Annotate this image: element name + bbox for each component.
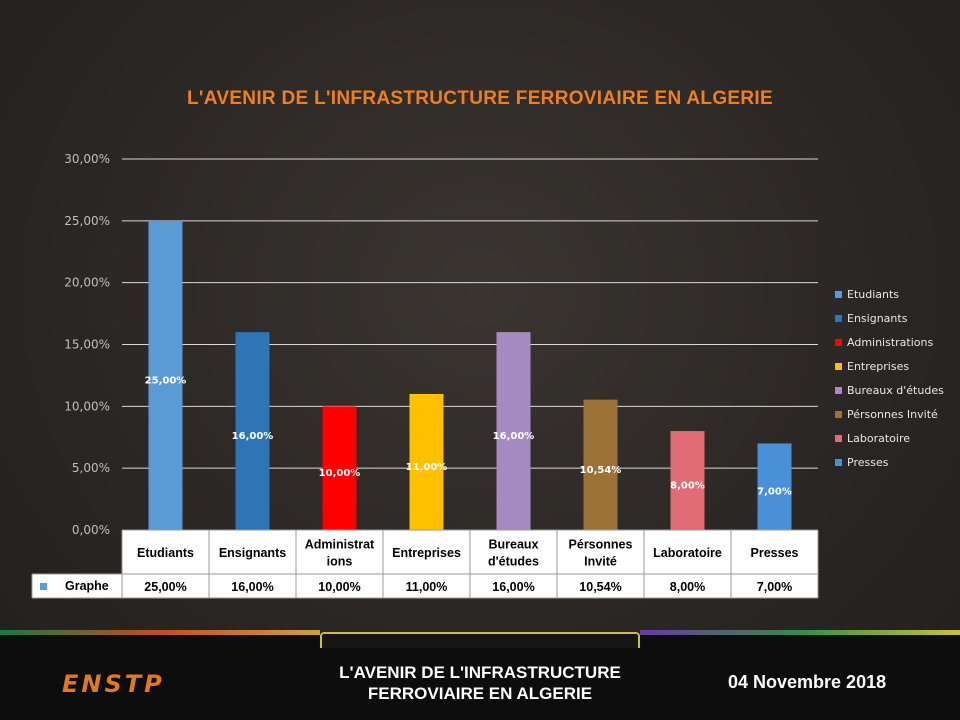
footer-stripe-center bbox=[320, 632, 640, 648]
legend-item: Bureaux d'études bbox=[835, 378, 955, 402]
legend-item: Etudiants bbox=[835, 282, 955, 306]
legend-label: Pérsonnes Invité bbox=[847, 407, 938, 421]
bar-data-label: 25,00% bbox=[145, 375, 187, 386]
footer-title-line1: L'AVENIR DE L'INFRASTRUCTURE bbox=[339, 663, 621, 682]
legend-swatch bbox=[835, 386, 842, 394]
bar-data-label: 16,00% bbox=[232, 431, 274, 442]
legend-label: Administrations bbox=[847, 335, 934, 349]
legend-swatch bbox=[835, 410, 842, 418]
footer-stripe-right bbox=[640, 630, 960, 635]
bar-data-label: 7,00% bbox=[757, 487, 792, 498]
bar-chart: 0,00% 5,00% 10,00% 15,00% 20,00% 25,00% 30,00%… bbox=[31, 152, 819, 599]
bar-data-label: 16,00% bbox=[493, 431, 535, 442]
table-value-cell: 7,00% bbox=[757, 580, 792, 594]
bar-data-label: 8,00% bbox=[670, 481, 705, 492]
legend-swatch bbox=[835, 314, 842, 322]
y-tick-label: 5,00% bbox=[72, 461, 110, 475]
series-name: Graphe bbox=[65, 579, 109, 593]
legend-item: Ensignants bbox=[835, 306, 955, 330]
y-tick-label: 30,00% bbox=[64, 152, 110, 166]
bar-data-label: 11,00% bbox=[406, 462, 448, 473]
legend-item: Pérsonnes Invité bbox=[835, 402, 955, 426]
y-tick-label: 10,00% bbox=[64, 399, 110, 413]
legend-swatch bbox=[835, 458, 842, 466]
table-row-bg bbox=[32, 574, 818, 598]
chart-title: L'AVENIR DE L'INFRASTRUCTURE FERROVIAIRE… bbox=[187, 88, 773, 109]
table-category-label: Bureaux d'études bbox=[488, 538, 539, 569]
bar bbox=[757, 443, 792, 530]
legend-swatch bbox=[835, 362, 842, 370]
bar bbox=[670, 431, 705, 530]
legend-label: Etudiants bbox=[847, 287, 900, 301]
y-tick-label: 0,00% bbox=[72, 523, 110, 537]
legend-label: Ensignants bbox=[847, 311, 908, 325]
table-category-label: Ensignants bbox=[219, 546, 286, 560]
legend-item: Presses bbox=[835, 450, 955, 474]
bar bbox=[583, 399, 618, 530]
table-value-cell: 16,00% bbox=[492, 580, 534, 594]
legend-label: Laboratoire bbox=[847, 431, 910, 445]
bar-data-label: 10,54% bbox=[580, 465, 622, 476]
table-value-cell: 16,00% bbox=[231, 580, 273, 594]
legend-label: Entreprises bbox=[847, 359, 910, 373]
y-tick-label: 20,00% bbox=[64, 276, 110, 290]
bar bbox=[409, 393, 444, 530]
bar bbox=[148, 220, 183, 531]
table-category-label: Etudiants bbox=[137, 546, 194, 560]
footer-stripe-left bbox=[0, 630, 320, 635]
legend-item: Entreprises bbox=[835, 354, 955, 378]
legend-swatch bbox=[835, 434, 842, 442]
footer-title: L'AVENIR DE L'INFRASTRUCTURE FERROVIAIRE… bbox=[290, 662, 670, 704]
legend-label: Presses bbox=[847, 455, 889, 469]
footer-title-line2: FERROVIAIRE EN ALGERIE bbox=[367, 684, 593, 703]
y-tick-label: 25,00% bbox=[64, 214, 110, 228]
table-category-label: Pérsonnes Invité bbox=[569, 538, 633, 569]
legend-swatch bbox=[835, 290, 842, 298]
table-category-label: Laboratoire bbox=[653, 546, 722, 560]
chart-legend: Etudiants Ensignants Administrations Entrep… bbox=[835, 282, 955, 474]
legend-label: Bureaux d'études bbox=[847, 383, 944, 397]
bar-data-label: 10,00% bbox=[319, 468, 361, 479]
bar bbox=[235, 332, 270, 530]
table-value-cell: 25,00% bbox=[144, 580, 186, 594]
series-swatch bbox=[40, 583, 47, 590]
bar bbox=[322, 406, 357, 530]
table-value-cell: 11,00% bbox=[406, 580, 448, 594]
legend-item: Administrations bbox=[835, 330, 955, 354]
table-value-cell: 8,00% bbox=[670, 580, 705, 594]
bar bbox=[496, 332, 531, 530]
legend-swatch bbox=[835, 338, 842, 346]
table-category-label: Administrat ions bbox=[305, 538, 375, 569]
footer-date: 04 Novembre 2018 bbox=[728, 672, 887, 692]
legend-item: Laboratoire bbox=[835, 426, 955, 450]
table-value-cell: 10,00% bbox=[318, 580, 360, 594]
enstp-logo: ENSTP bbox=[62, 670, 165, 698]
table-value-cell: 10,54% bbox=[579, 580, 621, 594]
table-category-label: Entreprises bbox=[392, 546, 461, 560]
y-tick-label: 15,00% bbox=[64, 338, 110, 352]
table-category-label: Presses bbox=[751, 546, 799, 560]
